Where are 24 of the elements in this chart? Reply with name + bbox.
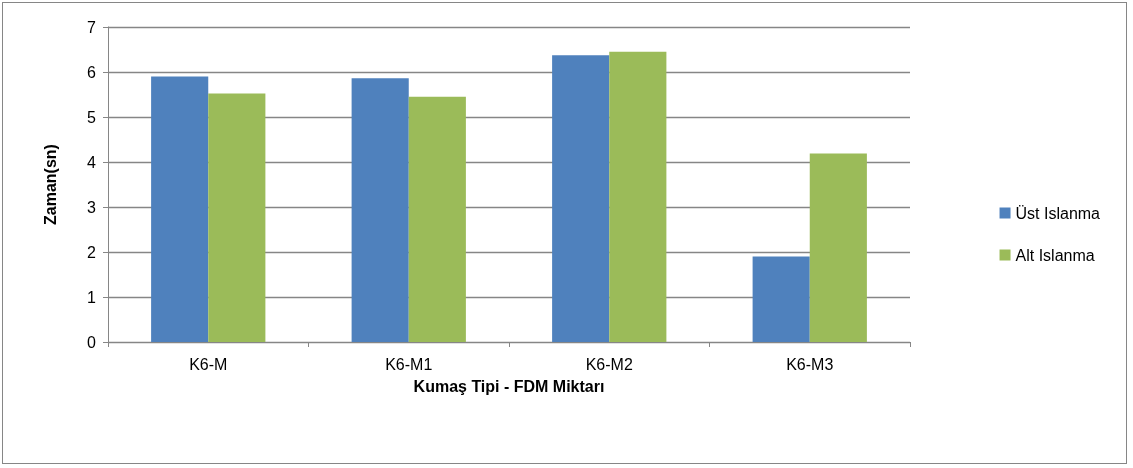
x-tick-label: K6-M3 (786, 355, 834, 373)
bar (208, 93, 266, 342)
x-axis-title: Kumaş Tipi - FDM Miktarı (413, 377, 605, 395)
legend-label: Alt Islanma (1015, 246, 1095, 264)
bar (609, 51, 667, 342)
y-tick-label: 3 (87, 198, 97, 216)
y-tick-label: 7 (87, 18, 97, 36)
y-tick-label: 5 (87, 108, 97, 126)
x-tick-label: K6-M (189, 355, 228, 373)
bar (752, 256, 810, 342)
bar (552, 55, 610, 342)
x-tick-label: K6-M1 (385, 355, 433, 373)
y-tick-label: 2 (87, 243, 97, 261)
y-tick-label: 1 (87, 288, 97, 306)
bar (809, 153, 867, 342)
y-tick-label: 6 (87, 63, 97, 81)
y-axis-title: Zaman(sn) (41, 144, 59, 225)
bar (408, 96, 466, 342)
legend-label: Üst Islanma (1015, 204, 1101, 222)
bar (151, 76, 209, 342)
bar (351, 78, 409, 342)
y-tick-label: 0 (87, 333, 97, 351)
x-tick-label: K6-M2 (585, 355, 633, 373)
y-tick-label: 4 (87, 153, 97, 171)
